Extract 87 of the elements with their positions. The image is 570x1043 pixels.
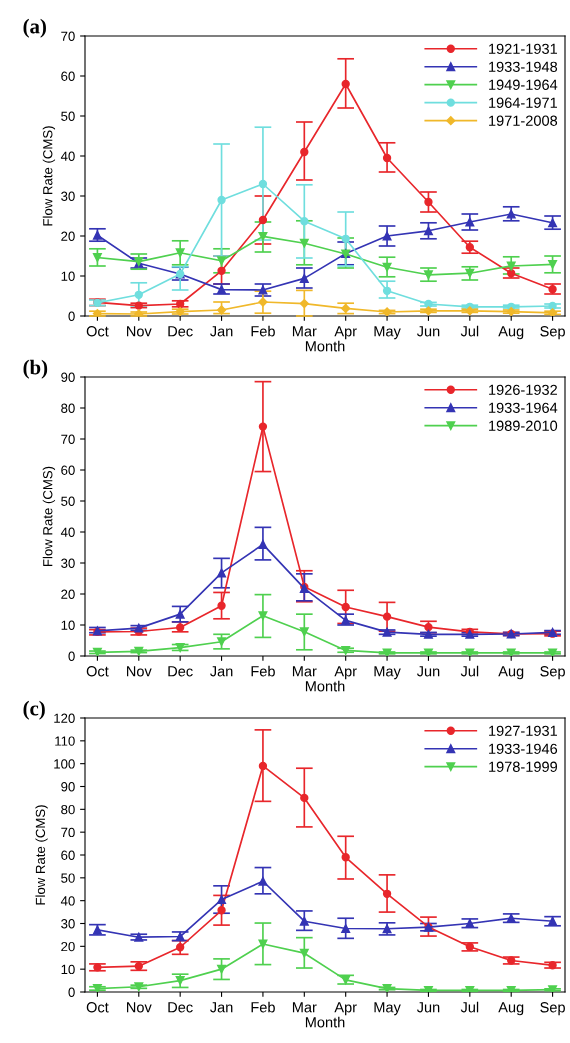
y-tick-label: 80	[61, 403, 75, 413]
x-tick-label: Nov	[127, 1002, 152, 1013]
y-tick-label: 60	[61, 850, 75, 860]
x-axis-title: Month	[305, 340, 345, 352]
legend-label: 1964-1971	[489, 97, 557, 108]
x-tick-label: Dec	[168, 1002, 193, 1013]
chart-title: (c)	[23, 700, 45, 720]
y-axis-title: Flow Rate (CMS)	[42, 466, 56, 566]
x-tick-label: Mar	[292, 666, 317, 677]
x-tick-label: Nov	[127, 666, 152, 677]
legend-label: 1933-1946	[489, 743, 558, 754]
y-tick-label: 10	[61, 271, 75, 281]
y-tick-label: 90	[61, 782, 75, 792]
chart-title: (a)	[23, 18, 46, 38]
y-tick-label: 0	[68, 651, 75, 661]
x-tick-label: Mar	[292, 326, 317, 337]
x-tick-label: Feb	[251, 665, 275, 677]
x-tick-label: Dec	[168, 326, 193, 337]
y-tick-label: 50	[61, 873, 75, 883]
x-tick-label: Dec	[168, 666, 193, 677]
x-tick-label: May	[374, 1002, 401, 1016]
x-tick-label: Aug	[498, 666, 524, 680]
y-tick-label: 40	[60, 896, 75, 906]
x-axis-title: Month	[305, 1016, 345, 1028]
x-tick-label: Aug	[498, 326, 524, 340]
y-tick-label: 30	[61, 191, 75, 201]
y-tick-label: 50	[61, 111, 75, 121]
y-tick-label: 70	[61, 827, 75, 838]
legend-label: 1989-2010	[489, 420, 558, 431]
x-tick-label: Jul	[460, 665, 479, 677]
y-tick-label: 20	[61, 941, 75, 952]
legend-label: 1933-1948	[489, 61, 558, 72]
y-tick-label: 70	[61, 31, 75, 41]
x-tick-label: May	[374, 326, 401, 340]
x-tick-label: Aug	[498, 1002, 524, 1016]
y-tick-label: 30	[61, 919, 75, 929]
x-tick-label: Feb	[251, 325, 275, 337]
legend-label: 1978-1999	[489, 761, 558, 772]
y-tick-label: 30	[61, 558, 75, 568]
x-tick-label: Oct	[86, 1002, 109, 1013]
y-tick-label: 10	[61, 620, 75, 630]
y-tick-label: 0	[68, 987, 75, 997]
y-tick-label: 60	[61, 71, 75, 81]
x-tick-label: Jan	[210, 666, 233, 677]
x-tick-label: Jun	[416, 666, 440, 677]
legend-label: 1927-1931	[489, 725, 557, 736]
y-tick-label: 40	[60, 151, 75, 161]
x-tick-label: Jul	[460, 325, 479, 337]
x-tick-label: Sep	[540, 326, 565, 340]
x-tick-label: Apr	[334, 326, 357, 340]
x-tick-label: May	[374, 666, 401, 680]
legend-label: 1926-1932	[489, 384, 557, 395]
y-axis-title: Flow Rate (CMS)	[42, 126, 56, 226]
x-tick-label: Apr	[334, 1002, 357, 1016]
y-tick-label: 110	[55, 736, 75, 746]
x-tick-label: Apr	[334, 666, 357, 680]
y-tick-label: 20	[61, 231, 75, 241]
x-tick-label: Nov	[127, 326, 152, 337]
y-axis-title: Flow Rate (CMS)	[35, 805, 48, 905]
x-tick-label: Jul	[460, 1001, 479, 1013]
legend-label: 1933-1964	[489, 402, 558, 413]
y-tick-label: 40	[60, 527, 75, 537]
y-tick-label: 90	[61, 372, 75, 382]
y-tick-label: 10	[61, 964, 75, 975]
y-tick-label: 80	[61, 804, 75, 815]
x-tick-label: Feb	[251, 1001, 275, 1013]
y-tick-label: 50	[61, 496, 75, 506]
y-tick-label: 70	[61, 434, 75, 444]
y-tick-label: 120	[54, 713, 75, 723]
x-tick-label: Oct	[86, 666, 109, 677]
legend-label: 1949-1964	[489, 79, 558, 90]
legend-label: 1971-2008	[489, 115, 558, 126]
legend-label: 1921-1931	[489, 43, 557, 54]
x-tick-label: Jun	[416, 1002, 440, 1013]
y-tick-label: 60	[61, 465, 75, 475]
x-tick-label: Mar	[292, 1002, 317, 1013]
x-tick-label: Sep	[540, 666, 565, 680]
x-tick-label: Jan	[210, 1002, 233, 1013]
x-tick-label: Sep	[540, 1002, 565, 1016]
y-tick-label: 20	[61, 589, 75, 599]
y-tick-label: 0	[68, 311, 75, 321]
x-axis-title: Month	[305, 680, 345, 692]
x-tick-label: Jun	[416, 326, 440, 337]
chart-title: (b)	[23, 359, 48, 379]
x-tick-label: Oct	[86, 326, 109, 337]
x-tick-label: Jan	[210, 326, 233, 337]
y-tick-label: 100	[54, 759, 75, 769]
